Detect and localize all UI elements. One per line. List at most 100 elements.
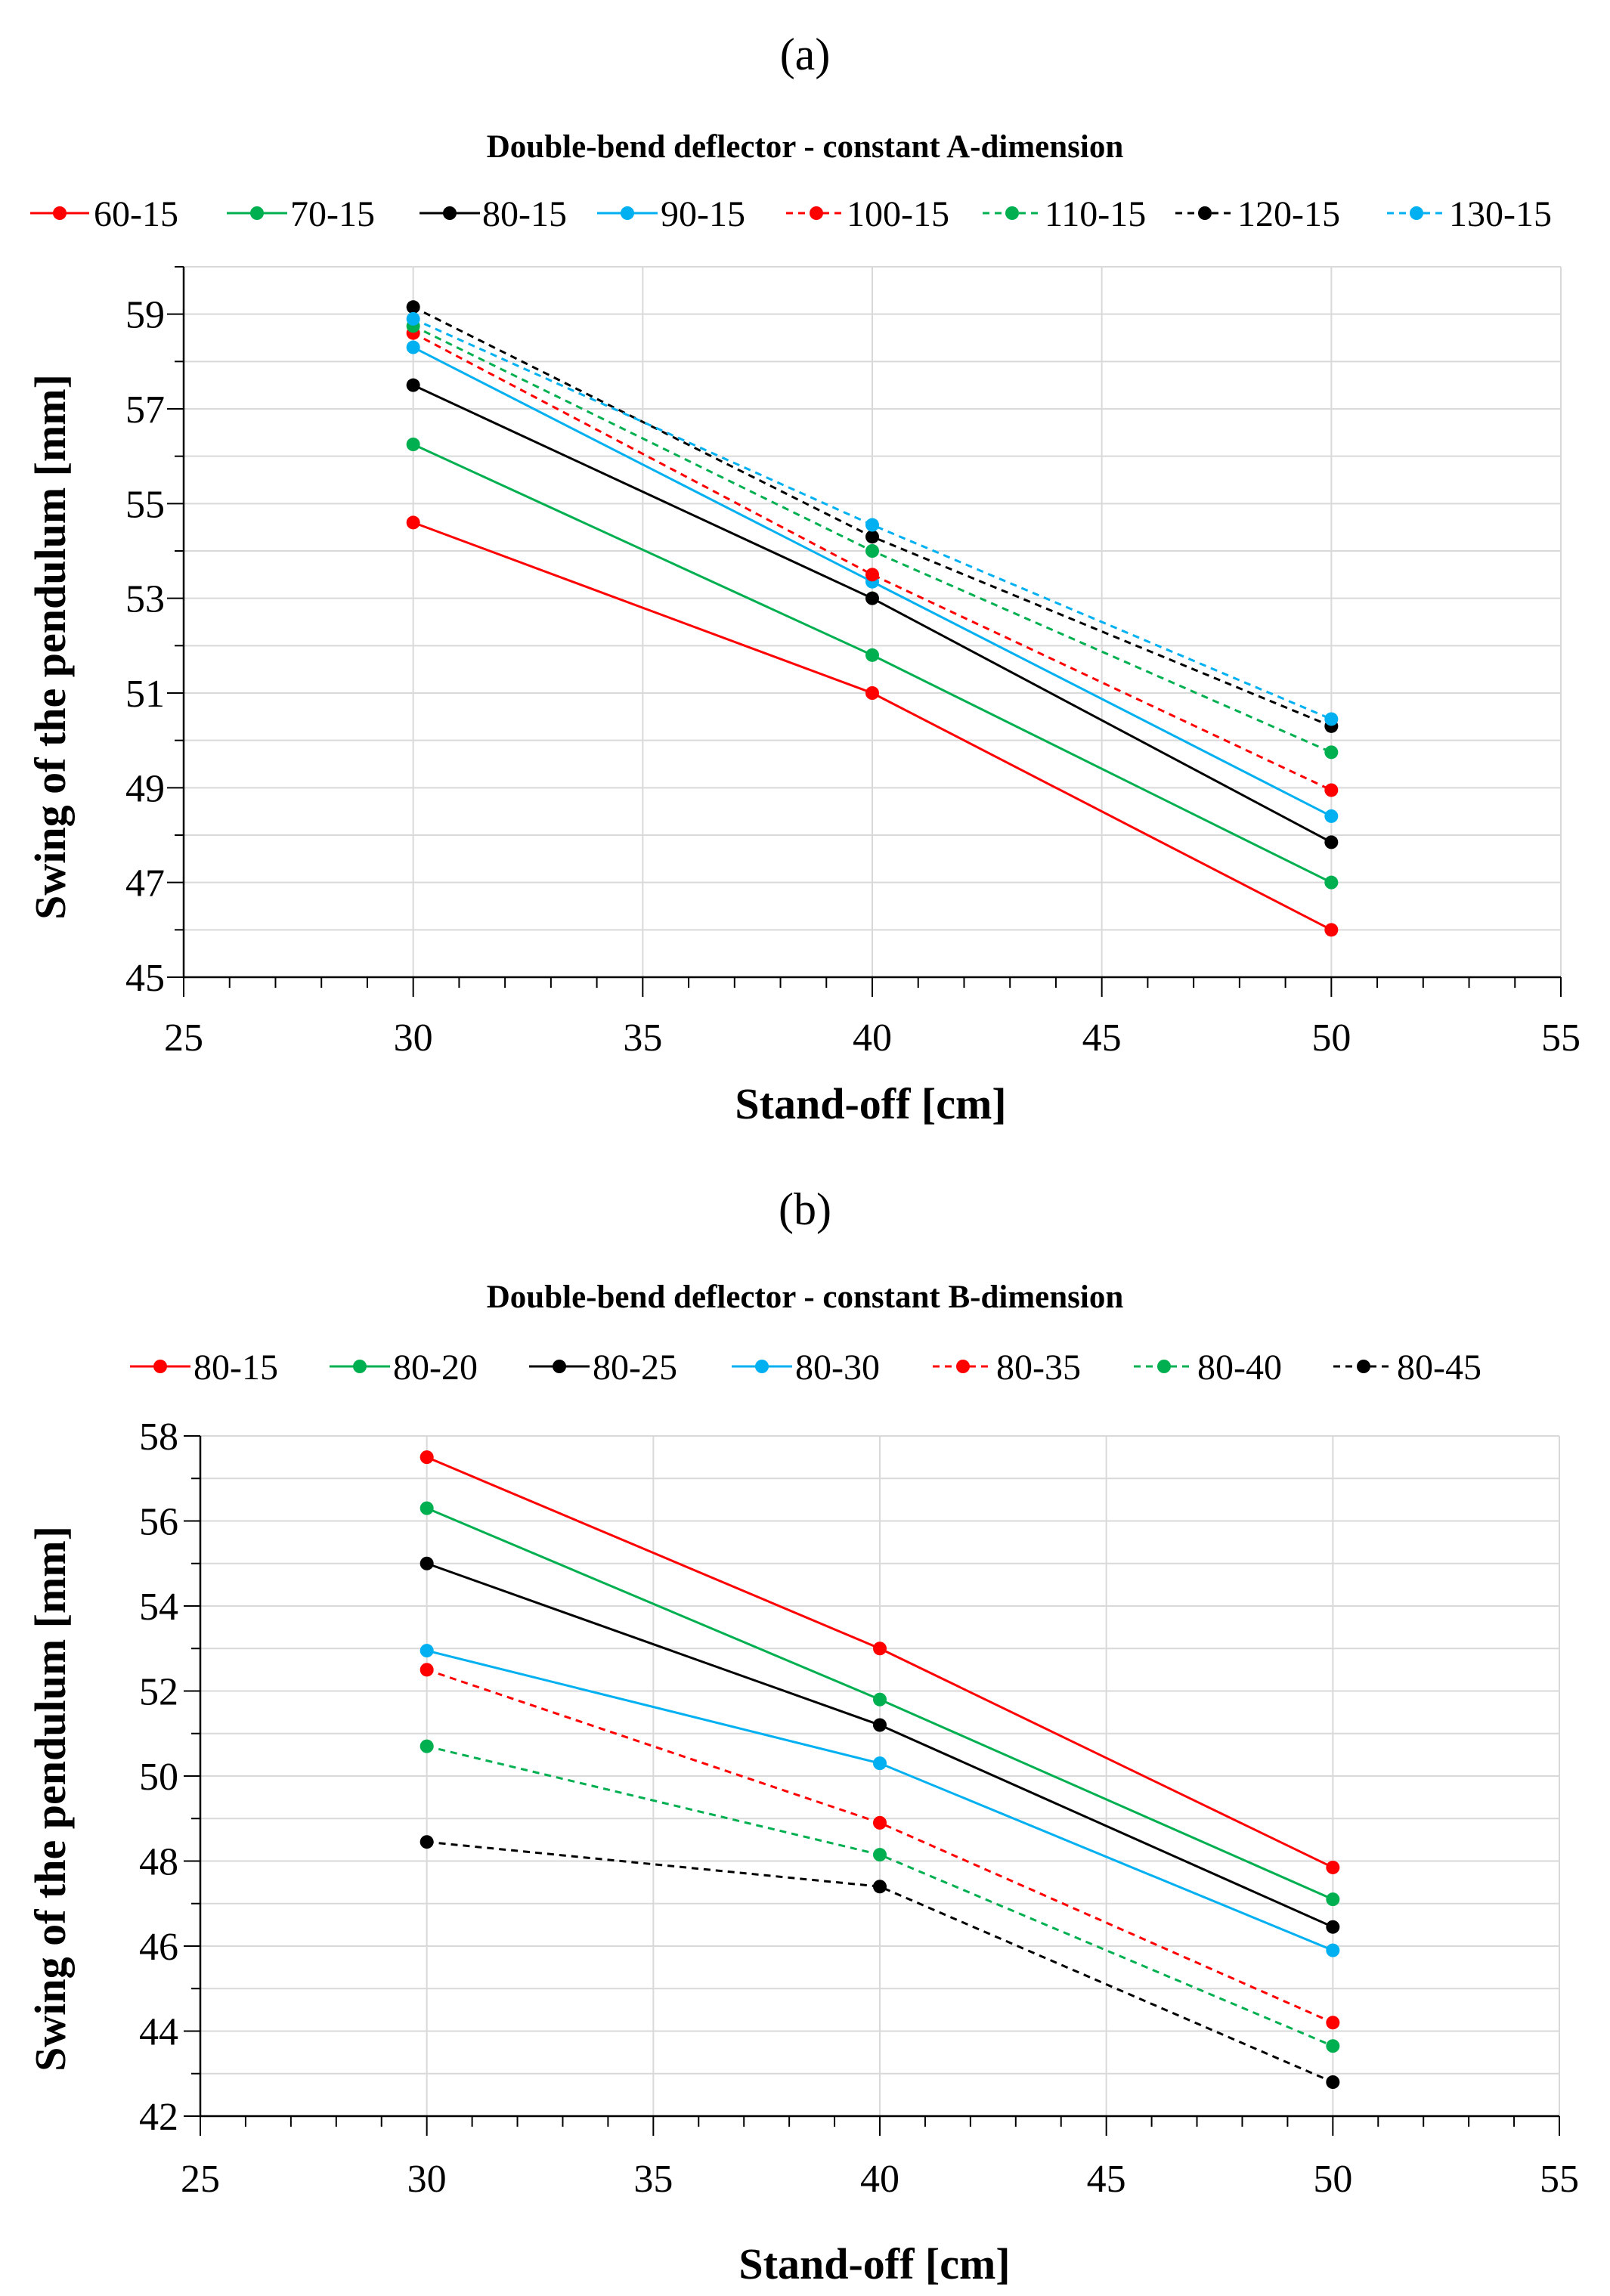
legend-item-80-20: 80-20: [330, 1348, 478, 1388]
data-point: [1326, 1943, 1340, 1957]
series-line: [413, 317, 1332, 720]
legend-marker: [1157, 1360, 1171, 1373]
y-tick-label: 42: [139, 2096, 178, 2139]
legend-label: 80-15: [194, 1348, 278, 1388]
data-point: [1324, 712, 1339, 726]
y-tick-label: 51: [125, 673, 165, 716]
data-point: [865, 530, 879, 544]
data-point: [865, 544, 879, 558]
data-point: [420, 1739, 434, 1753]
series-line: [412, 332, 1332, 791]
legend-marker: [153, 1360, 167, 1373]
data-point: [865, 648, 879, 662]
data-point: [406, 311, 420, 326]
data-point: [873, 1718, 887, 1732]
x-axis-label-a: Stand-off [cm]: [735, 1079, 1006, 1128]
data-point: [873, 1756, 887, 1771]
panel-label-b: (b): [779, 1184, 831, 1234]
x-tick-label: 40: [860, 2158, 899, 2201]
series-80-15: [406, 378, 1339, 849]
y-tick-label: 53: [125, 578, 165, 621]
data-point: [420, 1501, 434, 1515]
legend-item-100-15: 100-15: [786, 194, 949, 234]
legend-marker: [1198, 206, 1212, 220]
legend-marker: [1005, 206, 1019, 220]
data-point: [1326, 1892, 1340, 1907]
x-tick-label: 30: [394, 1016, 433, 1060]
data-point: [406, 340, 420, 354]
data-point: [420, 1663, 434, 1677]
data-point: [873, 1692, 887, 1707]
data-point: [1324, 923, 1339, 937]
legend-item-80-45: 80-45: [1333, 1348, 1482, 1388]
legend-label: 80-15: [482, 194, 567, 234]
y-tick-label: 46: [139, 1926, 178, 1969]
data-point: [873, 1848, 887, 1862]
legend-label: 70-15: [290, 194, 375, 234]
x-tick-label: 25: [181, 2158, 220, 2201]
x-tick-label: 50: [1311, 1016, 1351, 1060]
y-axis-label-a: Swing of the pendulum [mm]: [26, 374, 75, 920]
legend-item-120-15: 120-15: [1175, 194, 1340, 234]
legend-b: 80-15 80-20 80-25 80-30 80-35 80-40 80-45: [130, 1348, 1482, 1388]
data-point: [1326, 1860, 1340, 1874]
series-80-25: [420, 1556, 1340, 1934]
data-point: [420, 1835, 434, 1849]
data-point: [406, 438, 420, 451]
legend-label: 80-40: [1197, 1348, 1282, 1388]
legend-marker: [1410, 206, 1423, 220]
legend-marker: [1357, 1360, 1370, 1373]
x-tick-label: 35: [633, 2158, 673, 2201]
data-point: [1326, 2016, 1340, 2030]
x-tick-label: 35: [623, 1016, 662, 1060]
data-point: [406, 300, 420, 314]
chart-title-a: Double-bend deflector - constant A-dimen…: [487, 129, 1124, 165]
data-point: [1326, 1920, 1340, 1934]
y-tick-label: 57: [125, 388, 165, 432]
x-tick-label: 25: [164, 1016, 203, 1060]
series-130-15: [406, 311, 1339, 726]
series-80-35: [420, 1663, 1340, 2030]
y-tick-label: 48: [139, 1841, 178, 1884]
chart-b: (b) Double-bend deflector - constant B-d…: [26, 1184, 1579, 2288]
data-point: [1324, 745, 1339, 760]
x-tick-label: 55: [1540, 2158, 1579, 2201]
x-tick-label: 45: [1082, 1016, 1122, 1060]
y-tick-label: 55: [125, 483, 165, 526]
y-tick-label: 44: [139, 2011, 178, 2054]
legend-marker: [621, 206, 634, 220]
data-point: [1324, 835, 1339, 849]
series-80-30: [420, 1644, 1340, 1957]
legend-item-80-15: 80-15: [130, 1348, 278, 1388]
data-point: [865, 518, 879, 532]
legend-item-110-15: 110-15: [983, 194, 1146, 234]
legend-item-90-15: 90-15: [597, 194, 745, 234]
chart-a: (a) Double-bend deflector - constant A-d…: [26, 29, 1581, 1128]
series-line: [426, 1840, 1333, 2084]
x-tick-label: 50: [1313, 2158, 1352, 2201]
series-80-15: [420, 1450, 1340, 1874]
x-tick-label: 45: [1087, 2158, 1126, 2201]
legend-marker: [956, 1360, 970, 1373]
legend-marker: [810, 206, 823, 220]
legend-marker: [353, 1360, 367, 1373]
data-point: [1324, 783, 1339, 797]
series-80-40: [420, 1739, 1340, 2053]
series-group-b: [420, 1450, 1340, 2089]
series-60-15: [406, 515, 1339, 937]
data-point: [1324, 875, 1339, 890]
legend-item-80-35: 80-35: [933, 1348, 1081, 1388]
legend-marker: [755, 1360, 769, 1373]
legend-label: 100-15: [847, 194, 949, 234]
legend-label: 130-15: [1449, 194, 1552, 234]
series-group-a: [406, 300, 1339, 937]
y-axis-label-b: Swing of the pendulum [mm]: [26, 1526, 75, 2072]
x-tick-label: 40: [853, 1016, 892, 1060]
legend-item-80-15: 80-15: [420, 194, 567, 234]
y-tick-label: 50: [139, 1756, 178, 1799]
data-point: [865, 568, 879, 582]
legend-item-70-15: 70-15: [227, 194, 375, 234]
legend-label: 80-20: [393, 1348, 478, 1388]
legend-label: 80-35: [996, 1348, 1081, 1388]
